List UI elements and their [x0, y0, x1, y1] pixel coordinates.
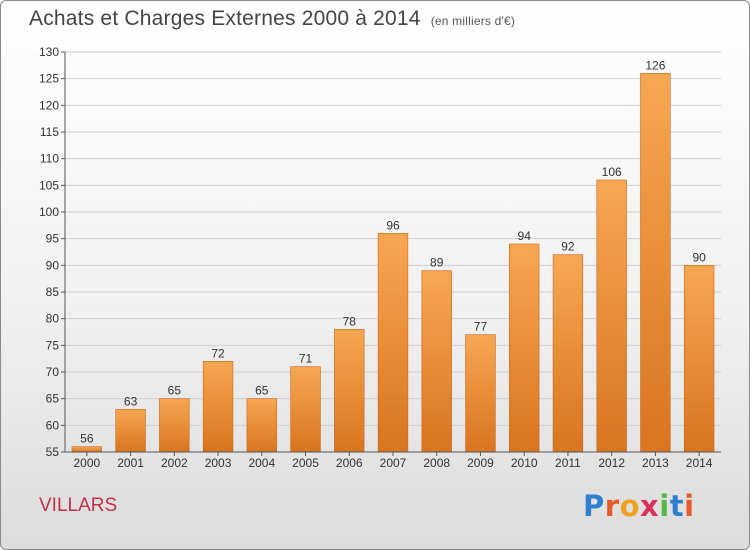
y-axis: 55 60 65 70 75 80 85 90 95 100 105 110 115 120 125 130 — [39, 45, 66, 459]
y-tick-label: 70 — [46, 365, 60, 379]
bar-2001 — [115, 409, 146, 453]
value-label-2007: 96 — [386, 218, 400, 232]
value-label-2012: 106 — [602, 165, 622, 179]
chart-title-text: Achats et Charges Externes 2000 à 2014 — [29, 7, 421, 30]
town-name: VILLARS — [39, 495, 118, 516]
logo-letter: i — [659, 489, 670, 523]
x-axis: 2000 2001 2002 2003 2004 2005 2006 2007 2008 2009… — [65, 451, 721, 470]
value-label-2004: 65 — [255, 384, 269, 398]
x-tick-label-2012: 2012 — [598, 456, 625, 470]
y-tick-label: 90 — [46, 258, 60, 272]
x-tick-label-2004: 2004 — [248, 456, 275, 470]
y-tick-label: 125 — [39, 72, 59, 86]
x-tick-label-2009: 2009 — [467, 456, 494, 470]
bar-2005 — [290, 366, 321, 453]
logo-letter: o — [619, 489, 641, 523]
x-tick-label-2007: 2007 — [380, 456, 407, 470]
bar-2000 — [71, 446, 103, 453]
x-tick-label-2001: 2001 — [117, 456, 144, 470]
y-tick-label: 80 — [46, 312, 60, 326]
bar-2014 — [683, 265, 715, 453]
logo-letter: x — [640, 489, 660, 523]
logo-letter: i — [684, 489, 695, 523]
proxiti-logo: Proxiti — [583, 489, 695, 523]
chart-title: Achats et Charges Externes 2000 à 2014 (e… — [29, 7, 515, 31]
y-tick-label: 60 — [46, 418, 60, 432]
value-label-2014: 90 — [692, 250, 706, 264]
bar-2007 — [377, 233, 409, 453]
bar-2003 — [202, 361, 234, 453]
y-tick-label: 55 — [46, 445, 60, 459]
x-tick-label-2013: 2013 — [642, 456, 669, 470]
y-tick-label: 100 — [39, 205, 59, 219]
value-label-2008: 89 — [430, 256, 444, 270]
x-tick-label-2005: 2005 — [292, 456, 319, 470]
bar-2004 — [246, 398, 277, 453]
y-tick-label: 105 — [39, 178, 59, 192]
value-label-2010: 94 — [518, 229, 532, 243]
x-tick-label-2000: 2000 — [74, 456, 101, 470]
y-tick-label: 65 — [46, 392, 60, 406]
y-tick-label: 95 — [46, 232, 60, 246]
bar-2002 — [159, 398, 190, 453]
value-label-2013: 126 — [645, 58, 665, 72]
value-label-2001: 63 — [124, 394, 138, 408]
bar-2011 — [552, 254, 584, 453]
logo-letter: P — [583, 489, 605, 523]
y-tick-label: 120 — [39, 98, 59, 112]
x-tick-label-2002: 2002 — [161, 456, 188, 470]
value-label-2009: 77 — [474, 320, 488, 334]
y-tick-label: 85 — [46, 285, 60, 299]
y-tick-label: 130 — [39, 45, 59, 59]
value-label-2002: 65 — [168, 384, 182, 398]
y-tick-label: 115 — [40, 125, 59, 139]
bar-2010 — [509, 243, 540, 453]
value-label-2000: 56 — [80, 432, 94, 446]
value-label-2011: 92 — [561, 240, 575, 254]
bar-2012 — [596, 179, 627, 453]
y-tick-label: 110 — [40, 152, 59, 166]
x-tick-label-2014: 2014 — [686, 456, 713, 470]
bar-2013 — [640, 73, 671, 453]
bar-2008 — [421, 270, 452, 453]
logo-letter: t — [669, 489, 685, 523]
x-tick-label-2010: 2010 — [511, 456, 538, 470]
x-tick-label-2008: 2008 — [423, 456, 450, 470]
x-tick-label-2006: 2006 — [336, 456, 363, 470]
bars: 56 63 65 72 65 71 78 96 89 77 94 92 106 126 90 — [71, 58, 715, 453]
bar-2009 — [465, 334, 496, 453]
x-tick-label-2011: 2011 — [555, 456, 581, 470]
logo-letter: r — [604, 489, 620, 523]
value-label-2005: 71 — [299, 352, 313, 366]
x-tick-label-2003: 2003 — [205, 456, 232, 470]
value-label-2006: 78 — [343, 314, 357, 328]
y-tick-label: 75 — [46, 338, 60, 352]
value-label-2003: 72 — [211, 346, 225, 360]
chart-subtitle: (en milliers d'€) — [430, 14, 516, 28]
bar-2006 — [334, 329, 365, 453]
